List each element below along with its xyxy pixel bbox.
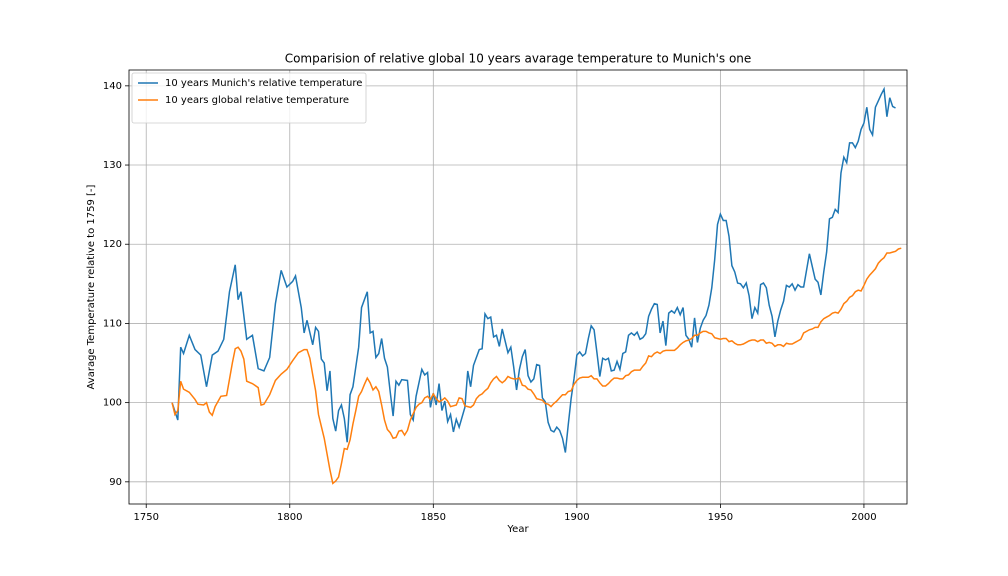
plot-frame bbox=[128, 69, 908, 505]
x-tick-label: 1800 bbox=[277, 512, 302, 523]
y-tick-label: 120 bbox=[103, 239, 122, 250]
y-tick-label: 110 bbox=[103, 318, 122, 329]
chart-title: Comparision of relative global 10 years … bbox=[285, 52, 752, 66]
y-axis-label: Avarage Temperature relative to 1759 [-] bbox=[86, 184, 97, 389]
x-tick-label: 2000 bbox=[851, 512, 876, 523]
legend-label: 10 years global relative temperature bbox=[165, 95, 349, 106]
legend-label: 10 years Munich's relative temperature bbox=[165, 78, 362, 89]
y-tick-label: 90 bbox=[109, 477, 122, 488]
legend-box bbox=[131, 72, 367, 124]
x-tick-label: 1850 bbox=[421, 512, 446, 523]
data-line bbox=[171, 247, 902, 485]
x-axis-label: Year bbox=[506, 524, 529, 535]
x-tick-label: 1900 bbox=[564, 512, 589, 523]
y-tick-label: 130 bbox=[103, 160, 122, 171]
x-tick-label: 1950 bbox=[708, 512, 733, 523]
x-tick-label: 1750 bbox=[133, 512, 158, 523]
y-tick-label: 100 bbox=[103, 398, 122, 409]
y-tick-label: 140 bbox=[103, 81, 122, 92]
